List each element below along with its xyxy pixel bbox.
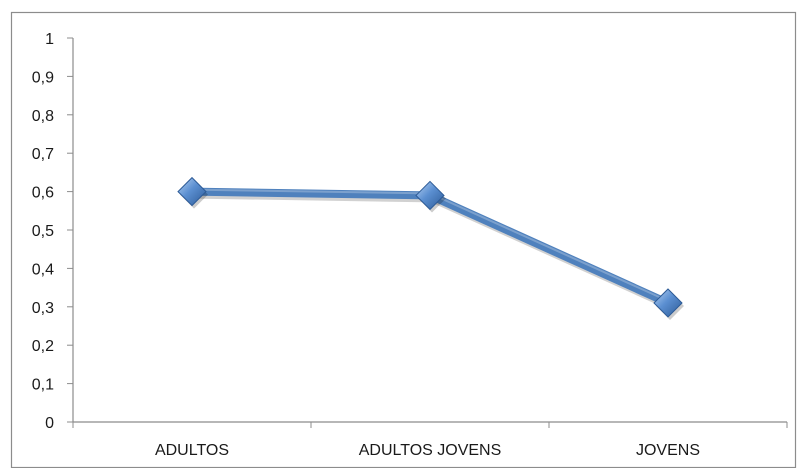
y-tick-label: 1 (45, 31, 54, 48)
y-axis: 0 0,1 0,2 0,3 0,4 0,5 0,6 0,7 0,8 0,9 1 (32, 31, 74, 432)
x-category-label: JOVENS (636, 442, 700, 459)
y-tick-label: 0,5 (32, 223, 54, 240)
y-tick-label: 0,4 (32, 261, 54, 278)
data-point-marker (653, 288, 683, 318)
chart-border (10, 11, 797, 468)
y-tick-label: 0,2 (32, 338, 54, 355)
y-tick-label: 0,8 (32, 108, 54, 125)
y-tick-label: 0,7 (32, 146, 54, 163)
data-point-marker (415, 180, 445, 211)
x-category-label: ADULTOS JOVENS (359, 442, 502, 459)
series-layer (177, 176, 684, 320)
x-category-label: ADULTOS (155, 442, 229, 459)
y-tick-label: 0 (45, 415, 54, 432)
y-tick-label: 0,6 (32, 185, 54, 202)
y-tick-label: 0,3 (32, 300, 54, 317)
data-point-marker (177, 176, 207, 207)
y-tick-label: 0,9 (32, 69, 54, 86)
y-tick-label: 0,1 (32, 377, 54, 394)
x-axis: ADULTOS ADULTOS JOVENS JOVENS (72, 421, 788, 459)
